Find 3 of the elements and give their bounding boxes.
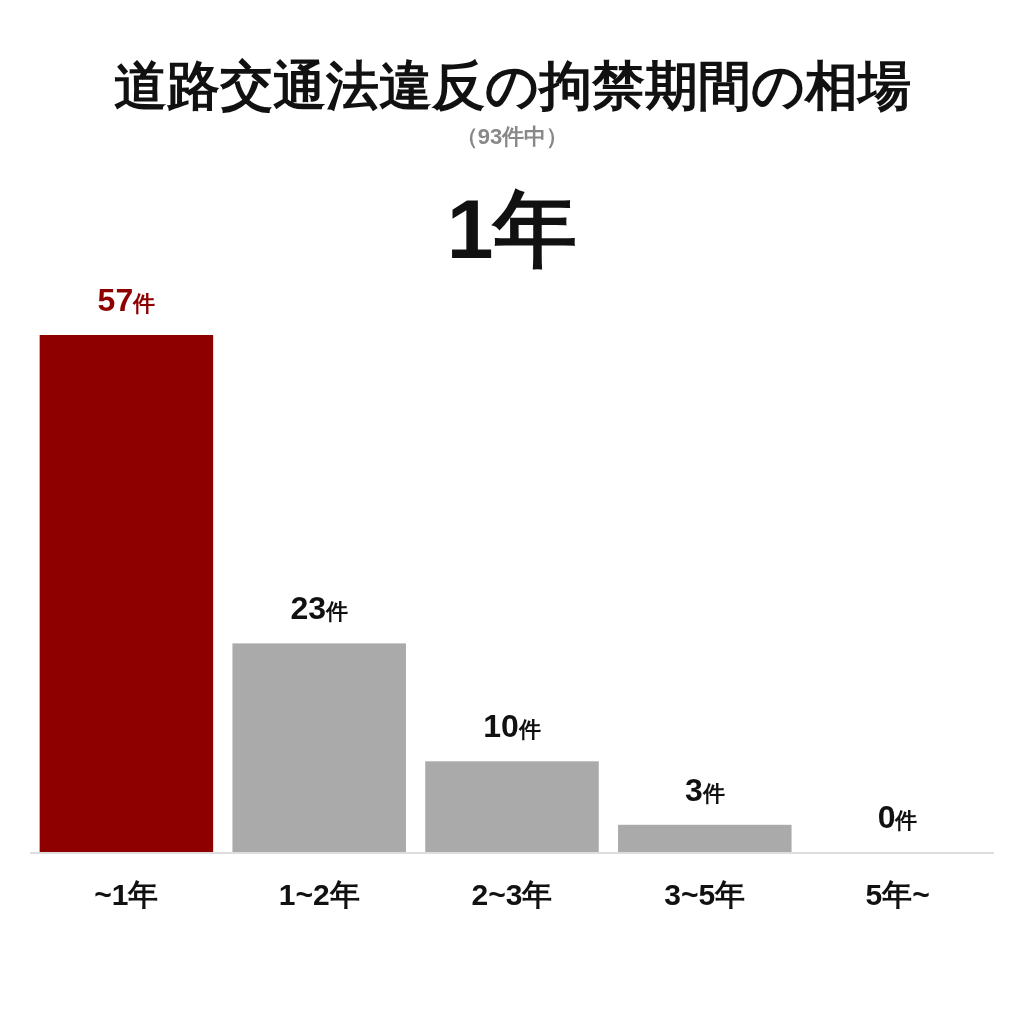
subtitle: （93件中）	[455, 124, 569, 149]
annotation: 1年	[446, 182, 578, 276]
title: 道路交通法違反の拘禁期間の相場	[113, 56, 911, 115]
